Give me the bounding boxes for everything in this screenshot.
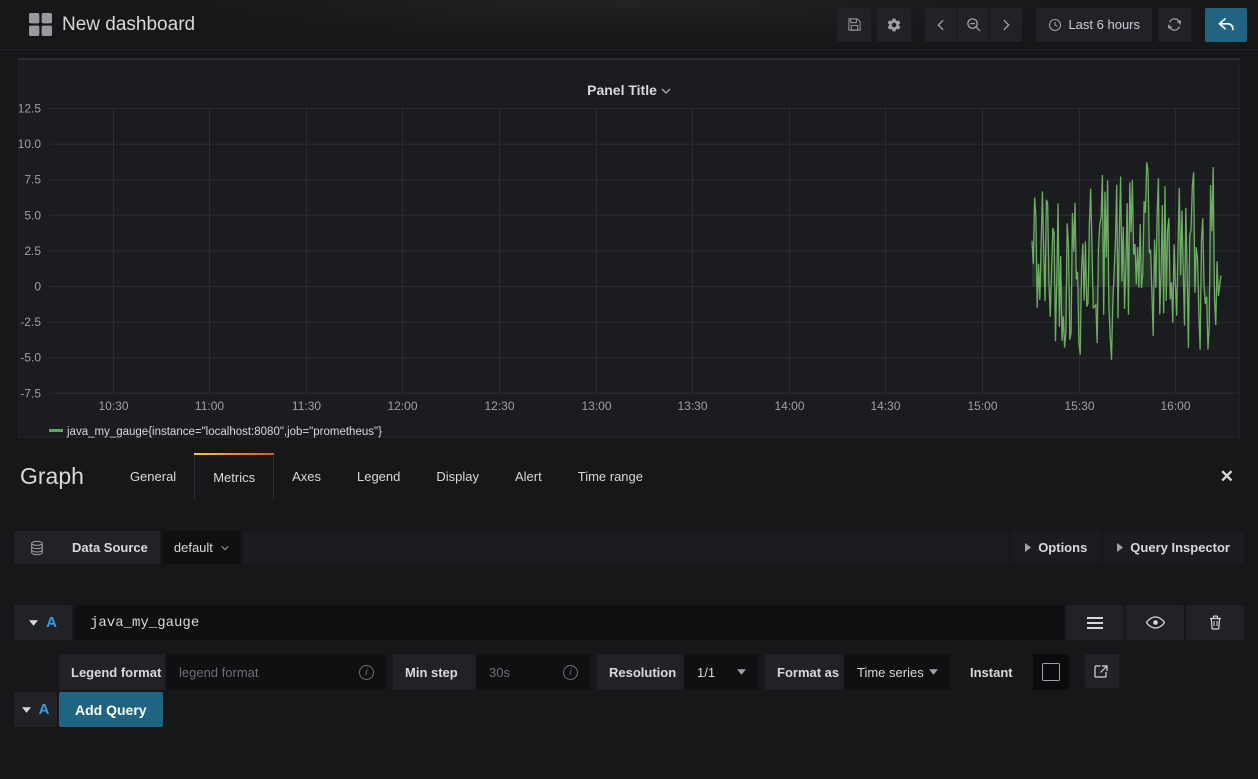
svg-text:12:00: 12:00: [387, 399, 417, 413]
svg-text:10.0: 10.0: [19, 137, 41, 151]
svg-text:11:00: 11:00: [195, 399, 224, 413]
svg-text:13:30: 13:30: [677, 399, 707, 413]
svg-text:10:30: 10:30: [98, 399, 128, 413]
svg-text:7.5: 7.5: [24, 173, 41, 187]
svg-text:5.0: 5.0: [24, 208, 41, 222]
svg-text:15:00: 15:00: [967, 399, 997, 413]
svg-text:0: 0: [34, 280, 41, 294]
svg-text:13:00: 13:00: [581, 399, 611, 413]
svg-text:-5.0: -5.0: [20, 351, 41, 365]
svg-text:16:00: 16:00: [1160, 399, 1190, 413]
svg-text:12:30: 12:30: [484, 399, 514, 413]
svg-text:15:30: 15:30: [1064, 399, 1094, 413]
svg-text:java_my_gauge{instance="localh: java_my_gauge{instance="localhost:8080",…: [66, 426, 382, 438]
svg-text:-2.5: -2.5: [20, 315, 41, 329]
svg-text:11:30: 11:30: [292, 399, 321, 413]
svg-text:14:30: 14:30: [870, 399, 900, 413]
svg-text:14:00: 14:00: [774, 399, 804, 413]
svg-text:2.5: 2.5: [24, 244, 41, 258]
svg-text:-7.5: -7.5: [20, 386, 41, 400]
svg-text:12.5: 12.5: [19, 102, 41, 116]
